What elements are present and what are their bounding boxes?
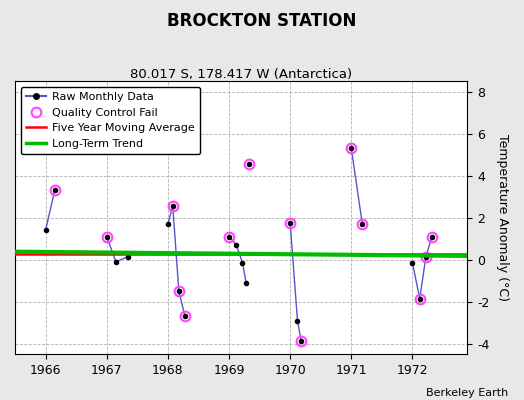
Text: BROCKTON STATION: BROCKTON STATION	[167, 12, 357, 30]
Y-axis label: Temperature Anomaly (°C): Temperature Anomaly (°C)	[496, 134, 509, 301]
Text: Berkeley Earth: Berkeley Earth	[426, 388, 508, 398]
Legend: Raw Monthly Data, Quality Control Fail, Five Year Moving Average, Long-Term Tren: Raw Monthly Data, Quality Control Fail, …	[20, 86, 200, 154]
Title: 80.017 S, 178.417 W (Antarctica): 80.017 S, 178.417 W (Antarctica)	[130, 68, 352, 81]
